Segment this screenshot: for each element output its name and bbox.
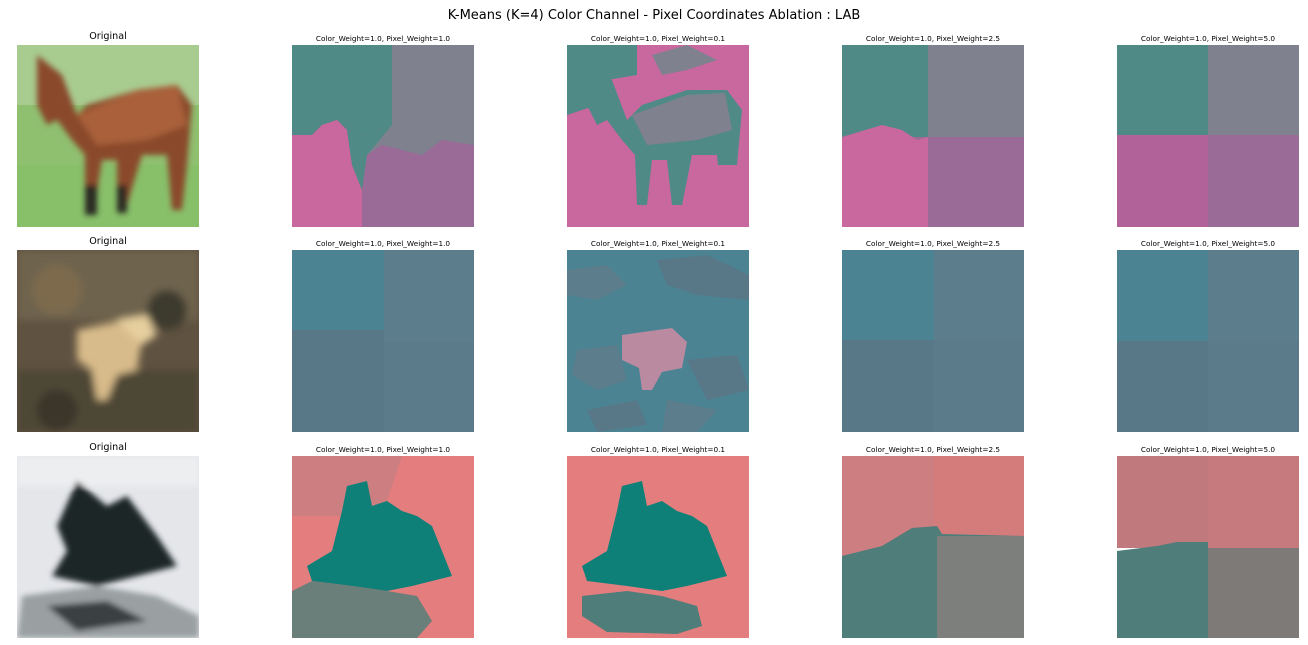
panel-title: Color_Weight=1.0, Pixel_Weight=2.5 <box>865 445 1001 454</box>
panel-title: Color_Weight=1.0, Pixel_Weight=1.0 <box>315 445 451 454</box>
panel-title: Color_Weight=1.0, Pixel_Weight=1.0 <box>315 239 451 248</box>
panel-title: Color_Weight=1.0, Pixel_Weight=5.0 <box>1140 34 1276 43</box>
segmentation-image-deer-pw-2-5 <box>842 250 1024 432</box>
original-image-horse <box>17 45 199 227</box>
segmentation-image-plane-pw-2-5 <box>842 456 1024 638</box>
panel-title: Original <box>89 236 127 247</box>
panel-title: Color_Weight=1.0, Pixel_Weight=0.1 <box>590 34 726 43</box>
segmentation-image-plane-pw-1-0 <box>292 456 474 638</box>
original-image-deer <box>17 250 199 432</box>
segmentation-image-plane-pw-5-0 <box>1117 456 1299 638</box>
panel-title: Color_Weight=1.0, Pixel_Weight=0.1 <box>590 239 726 248</box>
panel-title: Color_Weight=1.0, Pixel_Weight=2.5 <box>865 34 1001 43</box>
panel-title: Color_Weight=1.0, Pixel_Weight=2.5 <box>865 239 1001 248</box>
original-image-plane <box>17 456 199 638</box>
segmentation-image-horse-pw-1-0 <box>292 45 474 227</box>
segmentation-image-deer-pw-5-0 <box>1117 250 1299 432</box>
panel-title: Original <box>89 442 127 453</box>
panel-title: Color_Weight=1.0, Pixel_Weight=1.0 <box>315 34 451 43</box>
panel-title: Original <box>89 31 127 42</box>
panel-title: Color_Weight=1.0, Pixel_Weight=5.0 <box>1140 239 1276 248</box>
segmentation-image-deer-pw-1-0 <box>292 250 474 432</box>
segmentation-image-horse-pw-0-1 <box>567 45 749 227</box>
segmentation-image-deer-pw-0-1 <box>567 250 749 432</box>
segmentation-image-plane-pw-0-1 <box>567 456 749 638</box>
panel-title: Color_Weight=1.0, Pixel_Weight=5.0 <box>1140 445 1276 454</box>
panel-title: Color_Weight=1.0, Pixel_Weight=0.1 <box>590 445 726 454</box>
figure-title: K-Means (K=4) Color Channel - Pixel Coor… <box>447 8 861 23</box>
segmentation-image-horse-pw-5-0 <box>1117 45 1299 227</box>
segmentation-image-horse-pw-2-5 <box>842 45 1024 227</box>
